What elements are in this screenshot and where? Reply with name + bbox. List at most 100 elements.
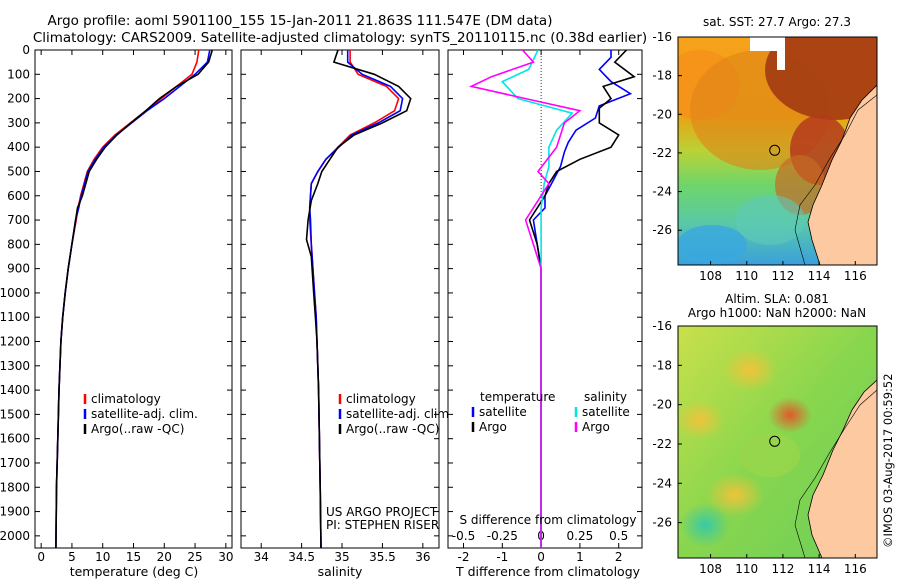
sla-map-lon-tick-label: 110 <box>735 562 758 576</box>
sla-map-panel: Altim. SLA: 0.081 Argo h1000: NaN h2000:… <box>652 292 878 576</box>
difference-axes <box>447 49 643 549</box>
difference-xtick-label: 1 <box>576 550 584 564</box>
difference-xlabel: T difference from climatology <box>455 564 641 579</box>
sla-map-title: Altim. SLA: 0.081 <box>725 292 829 306</box>
depth-tick-label: 1000 <box>0 286 30 300</box>
depth-tick-label: 800 <box>7 237 30 251</box>
sla-map-lat-tick-label: -24 <box>652 476 672 490</box>
salinity-legend-entry: climatology <box>346 392 416 406</box>
temperature-axes <box>34 49 233 549</box>
depth-tick-label: 1100 <box>0 310 30 324</box>
depth-tick-label: 500 <box>7 164 30 178</box>
sla-map-subtitle: Argo h1000: NaN h2000: NaN <box>688 306 866 320</box>
temperature-legend-entry: satellite-adj. clim. <box>91 407 198 421</box>
depth-tick-label: 1600 <box>0 432 30 446</box>
depth-tick-label: 100 <box>7 67 30 81</box>
argo-position-marker-sla <box>769 435 781 447</box>
difference-salinity-legend-entry: satellite <box>582 405 630 419</box>
salinity-xtick-label: 36 <box>415 550 430 564</box>
sst-map-field <box>678 37 877 265</box>
difference-x2tick-label: -0.25 <box>487 529 518 543</box>
depth-tick-label: 400 <box>7 140 30 154</box>
temperature-series-argo-raw-qc <box>55 50 214 548</box>
sla-map-lat-tick-label: -18 <box>652 358 672 372</box>
temperature-xtick-label: 20 <box>157 550 172 564</box>
sst-map-lat-tick-label: -18 <box>652 69 672 83</box>
sst-map-lon-tick-label: 110 <box>735 269 758 283</box>
sla-map-lat-tick-label: -16 <box>652 319 672 333</box>
depth-tick-label: 1900 <box>0 505 30 519</box>
difference-xtick-label: 0 <box>537 550 545 564</box>
sst-map-lon-tick-label: 112 <box>771 269 794 283</box>
difference-series-salinity-argo <box>468 50 582 548</box>
title-line-2: Climatology: CARS2009. Satellite-adjuste… <box>33 30 647 46</box>
salinity-legend-entry: satellite-adj. clim. <box>346 407 453 421</box>
timestamp: ©IMOS 03-Aug-2017 00:59:52 <box>881 373 895 548</box>
difference-legend: temperaturesatelliteArgosalinitysatellit… <box>471 390 630 434</box>
bathymetry-contour-sla <box>794 389 877 558</box>
difference-legend-title-temperature: temperature <box>480 390 555 404</box>
depth-tick-label: 2000 <box>0 529 30 543</box>
temperature-xtick-label: 5 <box>68 550 76 564</box>
sst-map-lat-tick-label: -26 <box>652 223 672 237</box>
salinity-axes <box>240 49 440 549</box>
sst-map-title: sat. SST: 27.7 Argo: 27.3 <box>703 15 851 29</box>
sst-map-lat-tick-label: -20 <box>652 107 672 121</box>
temperature-xtick-label: 25 <box>187 550 202 564</box>
sst-map-panel: sat. SST: 27.7 Argo: 27.3 108 110 112 114 11… <box>652 15 878 283</box>
depth-tick-label: 200 <box>7 92 30 106</box>
land-australia-sla <box>808 326 877 558</box>
sst-map-lat-tick-label: -22 <box>652 146 672 160</box>
salinity-xtick-label: 34 <box>254 550 269 564</box>
salinity-legend-entry: Argo(..raw -QC) <box>346 422 439 436</box>
sla-map-lat-tick-label: -22 <box>652 437 672 451</box>
sst-map-lon-tick-label: 114 <box>808 269 831 283</box>
salinity-xtick-label: 34.5 <box>288 550 315 564</box>
salinity-xtick-label: 35.5 <box>369 550 396 564</box>
sst-map-lon-tick-label: 108 <box>699 269 722 283</box>
coastline <box>807 84 877 265</box>
depth-tick-label: 1400 <box>0 383 30 397</box>
temperature-xtick-label: 0 <box>37 550 45 564</box>
difference-panel: -2 -1 0 1 2-0.5 -0.25 0 0.25 0.5 S difference fr… <box>447 49 643 579</box>
bathymetry-contour <box>794 94 877 265</box>
sst-map-lon-tick-label: 116 <box>844 269 867 283</box>
project-line-1: US ARGO PROJECT <box>326 505 438 519</box>
depth-tick-label: 1700 <box>0 456 30 470</box>
salinity-panel: 34 34.5 35 35.5 36 salinity climatologysatel… <box>240 49 453 579</box>
difference-x2label: S difference from climatology <box>460 513 637 527</box>
sla-map-field <box>678 326 877 558</box>
temperature-xtick-label: 10 <box>95 550 110 564</box>
difference-xtick-label: -1 <box>496 550 508 564</box>
difference-temperature-legend-entry: Argo <box>479 420 507 434</box>
depth-tick-label: 900 <box>7 262 30 276</box>
sla-map-axes <box>677 325 878 559</box>
difference-salinity-legend-entry: Argo <box>582 420 610 434</box>
sst-map-lat-tick-label: -16 <box>652 30 672 44</box>
project-line-2: PI: STEPHEN RISER <box>326 518 439 532</box>
depth-tick-label: 1800 <box>0 480 30 494</box>
depth-tick-label: 700 <box>7 213 30 227</box>
sst-map-axes <box>677 36 878 266</box>
depth-tick-label: 1500 <box>0 407 30 421</box>
temperature-legend-entry: climatology <box>91 392 161 406</box>
sla-map-lon-tick-label: 116 <box>844 562 867 576</box>
coastline-sla <box>807 379 877 558</box>
depth-tick-label: 300 <box>7 116 30 130</box>
temperature-panel: 0100200300400500600700800900100011001200… <box>0 43 233 579</box>
temperature-xlabel: temperature (deg C) <box>70 564 199 579</box>
sla-map-lon-tick-label: 114 <box>808 562 831 576</box>
salinity-xtick-label: 35 <box>334 550 349 564</box>
argo-position-marker <box>769 144 781 156</box>
salinity-series-argo-raw-qc <box>305 50 412 548</box>
difference-temperature-legend-entry: satellite <box>479 405 527 419</box>
salinity-xlabel: salinity <box>318 564 363 579</box>
sst-map-lat-tick-label: -24 <box>652 185 672 199</box>
difference-x2tick-label: 0.25 <box>567 529 594 543</box>
sla-map-lat-tick-label: -20 <box>652 398 672 412</box>
difference-x2tick-label: 0.5 <box>609 529 628 543</box>
depth-tick-label: 0 <box>22 43 30 57</box>
temperature-legend-entry: Argo(..raw -QC) <box>91 422 184 436</box>
